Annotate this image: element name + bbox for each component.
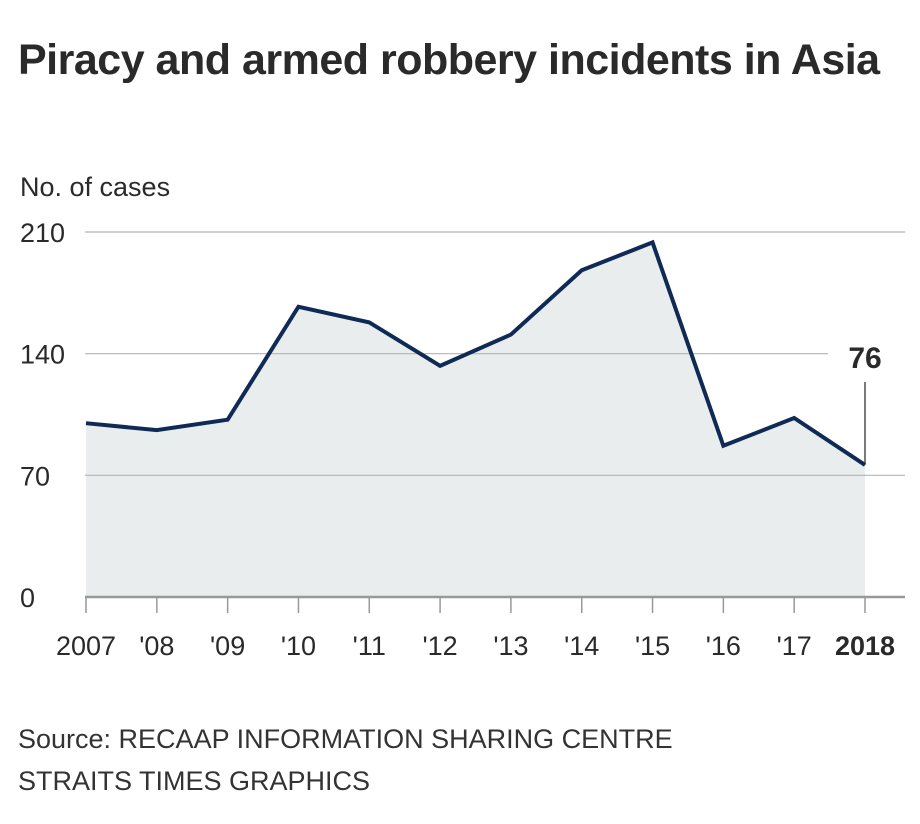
y-tick-label: 70 (20, 461, 50, 491)
x-tick-label: 2007 (56, 631, 116, 661)
annotation-label: 76 (848, 342, 881, 375)
chart-title: Piracy and armed robbery incidents in As… (18, 36, 880, 84)
x-tick-label: '10 (281, 631, 316, 661)
x-tick-label: '09 (210, 631, 245, 661)
source-note: Source: RECAAP INFORMATION SHARING CENTR… (18, 718, 673, 802)
x-tick-label: '11 (353, 631, 386, 661)
x-tick-label: '13 (493, 631, 528, 661)
x-tick-label: 2018 (835, 631, 895, 661)
x-tick-label: '17 (777, 631, 812, 661)
y-tick-label: 0 (20, 583, 35, 613)
x-tick-label: '12 (422, 631, 457, 661)
y-tick-label: 210 (20, 218, 65, 248)
y-tick-label: 140 (20, 340, 65, 370)
area-chart: 0 70 140 210 2007 '08 '09 '10 '11 '12 '13 '14 '15 '16… (20, 218, 905, 661)
series-line (85, 239, 867, 467)
x-tick-label: '08 (139, 631, 174, 661)
credit-text: STRAITS TIMES GRAPHICS (18, 766, 371, 796)
x-tick-label: '16 (706, 631, 741, 661)
area-fill (86, 242, 865, 597)
x-tick-label: '15 (635, 631, 670, 661)
x-tick-label: '14 (564, 631, 599, 661)
source-text: Source: RECAAP INFORMATION SHARING CENTR… (18, 724, 673, 754)
y-axis-label: No. of cases (20, 172, 171, 202)
